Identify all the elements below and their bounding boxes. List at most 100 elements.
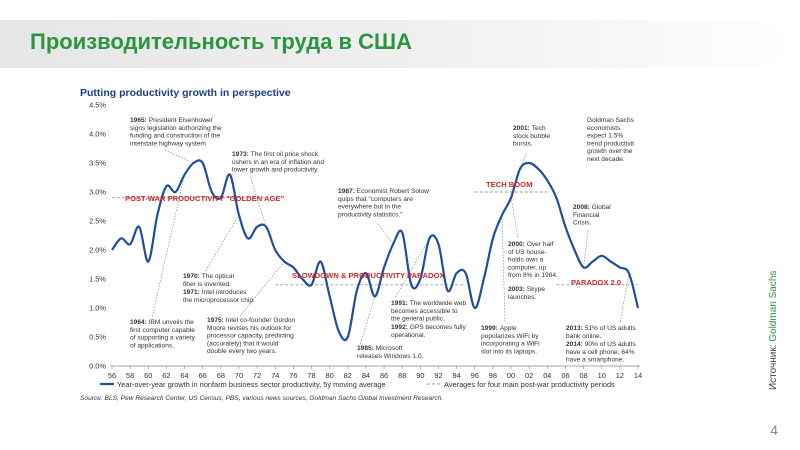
- annotation-line: popularizes WiFi by: [481, 333, 539, 340]
- annotation-line: funding and construction of the: [130, 133, 221, 140]
- annotation-text: 2003: Skype launches.: [508, 286, 545, 301]
- annotation-line: lower growth and productivity.: [232, 167, 319, 174]
- annotation-year: 1975:: [207, 317, 226, 324]
- y-tick-label: 3.5%: [89, 159, 106, 168]
- annotation-line: fiber is invented.: [183, 281, 231, 288]
- y-tick-label: 4.0%: [89, 130, 106, 139]
- y-tick-label: 1.0%: [89, 304, 106, 313]
- x-tick-label: 00: [507, 371, 515, 380]
- annotation-text: 2001: Tech stock bubble bursts.: [513, 125, 550, 148]
- annotation-line: 2000: Over half: [508, 241, 554, 248]
- era-label: SLOWDOWN & PRODUCTIVITY PARADOX: [292, 271, 444, 280]
- annotation-text: 1964: IBM unveils the first computer capa…: [130, 319, 196, 349]
- x-axis: 56 58 60 62 64 66 68 70 72 74 76 78 80 82 84 86 88 90 92 94…: [108, 366, 642, 380]
- annotation-text: 1965: President Eisenhower signs legislat…: [130, 117, 222, 147]
- annotation-line: 1991: The worldwide web: [391, 300, 466, 307]
- y-tick-label: 2.5%: [89, 217, 106, 226]
- annotation-line: next decade.: [587, 156, 625, 163]
- annotation-leader: [501, 215, 506, 323]
- era-label: POST-WAR PRODUCTIVITY "GOLDEN AGE": [125, 194, 284, 203]
- x-tick-label: 74: [271, 371, 279, 380]
- chart-source: Source: BLS, Pew Research Center, US Cen…: [80, 395, 443, 402]
- x-tick-label: 58: [126, 371, 134, 380]
- annotation-text: 2013: 51% of US adults bank online.: [566, 325, 636, 340]
- era-label: TECH BOOM: [486, 180, 532, 189]
- annotation-text: Goldman Sachs economists expect 1.5% trend …: [587, 117, 635, 163]
- annotation-line: Financial: [573, 212, 600, 219]
- annotation-leader: [359, 296, 376, 346]
- x-tick-label: 14: [634, 371, 642, 380]
- annotation-year: 2013:: [566, 325, 585, 332]
- x-tick-label: 86: [380, 371, 388, 380]
- x-tick-label: 02: [525, 371, 533, 380]
- annotation-line: economists: [587, 125, 621, 132]
- annotation-line: 2013: 51% of US adults: [566, 325, 636, 332]
- x-tick-label: 90: [416, 371, 424, 380]
- annotation-leader: [377, 223, 394, 245]
- annotation-line: 1987: Economist Robert Solow: [338, 188, 429, 195]
- annotation-text: 2014: 90% of US adults have a cell phone;…: [566, 341, 636, 364]
- annotation-line: 1971: Intel introduces: [183, 289, 247, 296]
- annotation-line: releases Windows 1.0.: [357, 353, 424, 360]
- annotation-year: 1987:: [338, 188, 357, 195]
- annotation-line: quips that "computers are: [338, 196, 413, 203]
- annotation-year: 2000:: [508, 241, 527, 248]
- annotation-text: 1973: The first oil price shock ushers in…: [232, 151, 324, 174]
- annotations: 1965: President Eisenhower signs legislat…: [130, 117, 636, 364]
- annotation-year: 2001:: [513, 125, 532, 132]
- annotation-leader: [239, 261, 285, 317]
- annotation-line: 1970: The optical: [183, 273, 234, 280]
- annotation-line: of US house-: [508, 249, 546, 256]
- era-labels: POST-WAR PRODUCTIVITY "GOLDEN AGE" SLOWDO…: [125, 180, 621, 287]
- annotation-year: 1970:: [183, 273, 202, 280]
- annotation-year: 2014:: [566, 341, 585, 348]
- x-tick-label: 70: [235, 371, 243, 380]
- y-tick-label: 4.5%: [89, 101, 106, 110]
- x-tick-label: 56: [108, 371, 116, 380]
- y-tick-label: 1.5%: [89, 275, 106, 284]
- annotation-line: signs legislation authorizing the: [130, 125, 222, 132]
- annotation-year: 1991:: [391, 300, 410, 307]
- annotation-line: 1975: Intel co-founder Gordon: [207, 317, 296, 324]
- x-tick-label: 68: [217, 371, 225, 380]
- annotation-leader: [510, 197, 519, 239]
- annotation-line: Goldman Sachs: [587, 117, 635, 124]
- annotation-line: 1985: Microsoft: [357, 345, 403, 352]
- annotation-line: 2008: Global: [573, 204, 611, 211]
- annotation-line: Moore revises his outlook for: [207, 325, 292, 332]
- annotation-line: 1965: President Eisenhower: [130, 117, 214, 124]
- annotation-line: productivity statistics.": [338, 211, 403, 218]
- annotation-line: the microprocessor chip.: [183, 297, 255, 304]
- slide-title: Производительность труда в США: [30, 29, 413, 54]
- x-tick-label: 62: [162, 371, 170, 380]
- annotation-year: 1992:: [391, 324, 410, 331]
- annotation-line: holds own a: [508, 257, 544, 264]
- x-tick-label: 78: [307, 371, 315, 380]
- annotation-line: becomes accessible to: [391, 308, 458, 315]
- annotation-year: 1965:: [130, 117, 149, 124]
- annotation-line: Crisis.: [573, 220, 591, 227]
- annotation-leader: [394, 238, 430, 299]
- legend: Year-over-year growth in nonfarm busines…: [100, 380, 615, 389]
- annotation-line: incorporating a WiFi: [481, 341, 540, 348]
- annotation-line: operational.: [391, 332, 426, 339]
- annotation-leader: [151, 174, 185, 319]
- annotation-year: 2003:: [508, 286, 527, 293]
- annotation-text: 1992: GPS becomes fully operational.: [391, 324, 466, 339]
- annotation-text: 1975: Intel co-founder Gordon Moore revis…: [207, 317, 296, 355]
- annotation-leader: [204, 215, 240, 273]
- annotation-line: first computer capable: [130, 327, 195, 334]
- annotation-line: processor capacity, predicting: [207, 333, 294, 340]
- x-tick-label: 04: [543, 371, 551, 380]
- annotation-line: trend productivit: [587, 140, 634, 147]
- annotation-line: (accurately) that it would: [207, 340, 279, 347]
- x-tick-label: 98: [489, 371, 497, 380]
- annotation-line: computer, up: [508, 264, 546, 271]
- era-label: PARADOX 2.0: [571, 278, 621, 287]
- x-tick-label: 88: [398, 371, 406, 380]
- annotation-text: 1971: Intel introduces the microprocessor…: [183, 289, 255, 304]
- annotation-text: 2008: Global Financial Crisis.: [573, 204, 611, 227]
- x-tick-label: 60: [144, 371, 152, 380]
- annotation-text: 1999: Apple popularizes WiFi by incorporat…: [481, 325, 540, 355]
- x-tick-label: 06: [561, 371, 569, 380]
